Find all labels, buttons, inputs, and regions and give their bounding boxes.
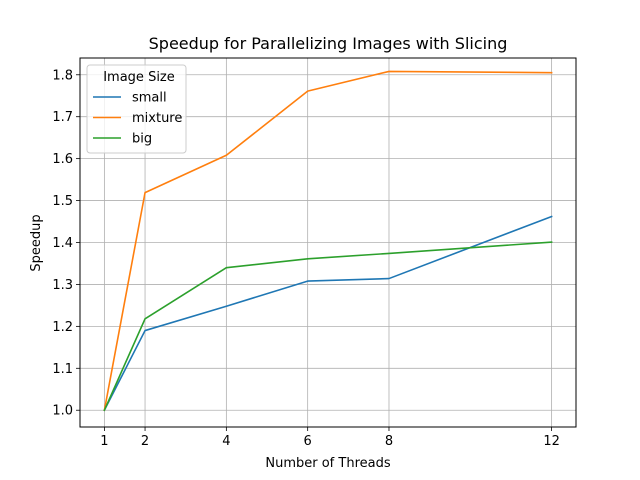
series-lines <box>103 70 553 412</box>
series-line-small <box>103 215 553 412</box>
legend-box <box>86 64 187 154</box>
y-tick-label: 1.2 <box>52 320 73 335</box>
y-axis-ticks: 1.0 1.1 1.2 1.3 1.4 1.5 1.6 1.7 1.8 <box>52 68 80 419</box>
x-tick-label: 8 <box>385 434 393 449</box>
x-tick-label: 2 <box>141 434 149 449</box>
x-axis-ticks: 1 2 4 6 8 12 <box>100 427 560 449</box>
series-line-mixture <box>103 70 553 412</box>
y-tick-label: 1.5 <box>52 194 73 209</box>
legend-label-mixture: mixture <box>132 111 182 126</box>
y-tick-label: 1.3 <box>52 278 73 293</box>
x-axis-label: Number of Threads <box>265 456 390 471</box>
x-tick-label: 12 <box>543 434 560 449</box>
y-tick-label: 1.6 <box>52 152 73 167</box>
y-tick-label: 1.4 <box>52 236 73 251</box>
x-tick-label: 1 <box>100 434 108 449</box>
y-tick-label: 1.7 <box>52 110 73 125</box>
series-line-big <box>103 241 553 412</box>
legend: Image Size small mixture big <box>86 64 187 154</box>
chart-title: Speedup for Parallelizing Images with Sl… <box>149 34 508 53</box>
y-axis-label: Speedup <box>29 214 44 271</box>
y-tick-label: 1.8 <box>52 68 73 83</box>
legend-title: Image Size <box>103 70 175 85</box>
y-tick-label: 1.1 <box>52 362 73 377</box>
x-tick-label: 6 <box>304 434 312 449</box>
x-tick-label: 4 <box>222 434 230 449</box>
grid-lines <box>80 58 576 427</box>
y-tick-label: 1.0 <box>52 404 73 419</box>
legend-label-small: small <box>132 91 167 106</box>
legend-label-big: big <box>132 132 152 147</box>
